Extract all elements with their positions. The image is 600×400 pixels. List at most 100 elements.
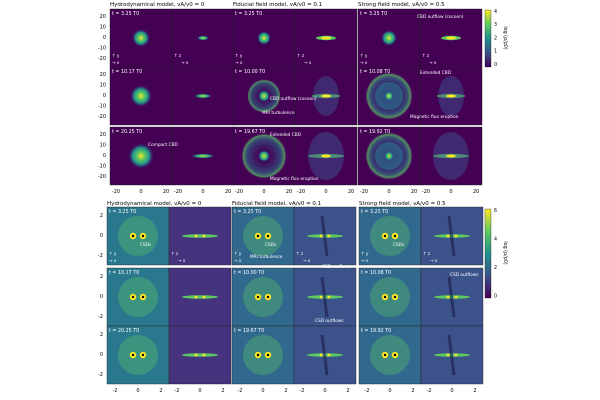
bottom-axis-x2: → x <box>303 258 311 263</box>
bottom-csd-edge <box>454 353 458 357</box>
bottom-xtick: -2 <box>300 388 305 394</box>
top-time-label: t = 10.00 T0 <box>235 69 265 75</box>
bottom-cbd-glow <box>118 277 158 317</box>
top-xtick: 0 <box>449 189 452 195</box>
density-disk-edge <box>194 93 212 99</box>
density-blob <box>384 151 394 161</box>
bottom-time-label: t = 10.08 T0 <box>361 270 391 276</box>
top-ytick: -20 <box>98 174 106 180</box>
bottom-xtick: 0 <box>198 388 201 394</box>
density-core <box>446 36 456 40</box>
bottom-axis-y: ↑ y <box>361 251 369 256</box>
bottom-ytick: -2 <box>98 314 103 320</box>
bottom-xtick: 2 <box>411 388 414 394</box>
top-annotation: Extended CBD <box>420 70 452 76</box>
density-blob <box>132 29 150 47</box>
top-axis-y: ↑ y <box>112 53 120 58</box>
bottom-csd-edge <box>454 234 458 238</box>
bottom-csd-edge <box>202 234 206 238</box>
top-ytick: -10 <box>98 164 106 170</box>
bottom-time-label: t = 19.92 T0 <box>361 328 391 334</box>
bottom-annotation: MRI turbulence <box>250 254 283 260</box>
top-title-1: Fiducial field model, vA/v0 = 0.1 <box>233 2 322 8</box>
bottom-csd-edge <box>446 295 450 299</box>
bottom-axis-x2: → x <box>430 258 438 263</box>
bottom-xtick: -2 <box>365 388 370 394</box>
bottom-csd-edge <box>202 353 206 357</box>
bottom-xtick: -2 <box>427 388 432 394</box>
top-axis-z: ↑ z <box>422 53 430 58</box>
bottom-annotation: CSDs <box>265 242 277 248</box>
top-axis-x: → x <box>112 60 120 65</box>
bottom-annotation: CSD outflows <box>322 264 351 270</box>
top-axis-x2: → x <box>429 60 437 65</box>
bottom-csd-edge <box>194 353 198 357</box>
bottom-ytick: 0 <box>100 233 103 239</box>
top-xtick: 0 <box>139 189 142 195</box>
bottom-panel <box>106 206 170 266</box>
top-xtick: -20 <box>297 189 305 195</box>
bottom-outflow <box>320 276 329 318</box>
bottom-axis-y: ↑ y <box>234 251 242 256</box>
bottom-outflow <box>320 215 329 257</box>
top-axis-x: → x <box>360 60 368 65</box>
top-colorbar <box>484 9 492 68</box>
bottom-csd-core <box>393 295 397 299</box>
density-core <box>446 154 456 158</box>
top-axis-z: ↑ z <box>174 53 182 58</box>
bottom-panel <box>231 325 295 385</box>
bottom-csd-edge <box>327 234 331 238</box>
top-colorbar-tick: 2 <box>494 35 497 41</box>
top-ytick: -20 <box>98 114 106 120</box>
bottom-time-label: t = 3.25 T0 <box>234 209 261 215</box>
bottom-colorbar-tick: 6 <box>494 208 497 214</box>
density-blob <box>384 91 394 101</box>
bottom-cbd-glow <box>370 216 410 256</box>
top-xtick: -20 <box>235 189 243 195</box>
bottom-axis-y: ↑ y <box>109 251 117 256</box>
bottom-colorbar <box>484 208 492 299</box>
top-colorbar-tick: 0 <box>494 62 497 68</box>
bottom-csd-edge <box>327 295 331 299</box>
bottom-annotation: CSDs <box>393 242 405 248</box>
top-xtick: -20 <box>112 189 120 195</box>
bottom-cbd-glow <box>243 277 283 317</box>
top-time-label: t = 3.25 T0 <box>235 11 262 17</box>
top-ytick: 10 <box>100 83 106 89</box>
bottom-panel <box>231 206 295 266</box>
bottom-csd-edge <box>327 353 331 357</box>
bottom-axis-z: ↑ z <box>296 251 304 256</box>
top-xtick: 20 <box>163 189 169 195</box>
top-title-2: Strong field model, vA/v0 = 0.5 <box>358 2 445 8</box>
bottom-axis-z: ↑ z <box>423 251 431 256</box>
bottom-ytick: 2 <box>100 274 103 280</box>
bottom-title-0: Hydrodynamical model, vA/v0 = 0 <box>107 201 202 207</box>
bottom-cbd-glow <box>118 335 158 375</box>
bottom-colorbar-tick: 2 <box>494 265 497 271</box>
top-title-0: Hydrodynamical model, vA/v0 = 0 <box>110 2 205 8</box>
bottom-csd-edge <box>319 234 323 238</box>
bottom-csd-edge <box>319 295 323 299</box>
top-axis-y: ↑ y <box>360 53 368 58</box>
top-time-label: t = 3.25 T0 <box>112 11 139 17</box>
bottom-colorbar-tick: 0 <box>494 294 497 300</box>
top-xtick: 20 <box>473 189 479 195</box>
top-ytick: -20 <box>98 56 106 62</box>
top-xtick: 20 <box>411 189 417 195</box>
density-blob <box>130 85 152 107</box>
bottom-title-2: Strong field model, vA/v0 = 0.5 <box>359 201 446 207</box>
bottom-ytick: 0 <box>100 352 103 358</box>
bottom-ytick: 0 <box>100 294 103 300</box>
bottom-panel <box>106 325 170 385</box>
density-disk-edge <box>197 35 209 41</box>
top-annotation: Magnetic flux eruption <box>270 176 319 182</box>
density-blob <box>258 150 270 162</box>
bottom-annotation: CSD outflows <box>315 318 344 324</box>
bottom-annotation: CSD outflows <box>450 272 479 278</box>
top-ytick: 10 <box>100 25 106 31</box>
bottom-time-label: t = 19.67 T0 <box>234 328 264 334</box>
top-colorbar-label: log (ρ/ρ0) <box>502 26 508 49</box>
bottom-axis-x: → x <box>234 258 242 263</box>
bottom-time-label: t = 20.25 T0 <box>109 328 139 334</box>
bottom-cbd-glow <box>370 335 410 375</box>
